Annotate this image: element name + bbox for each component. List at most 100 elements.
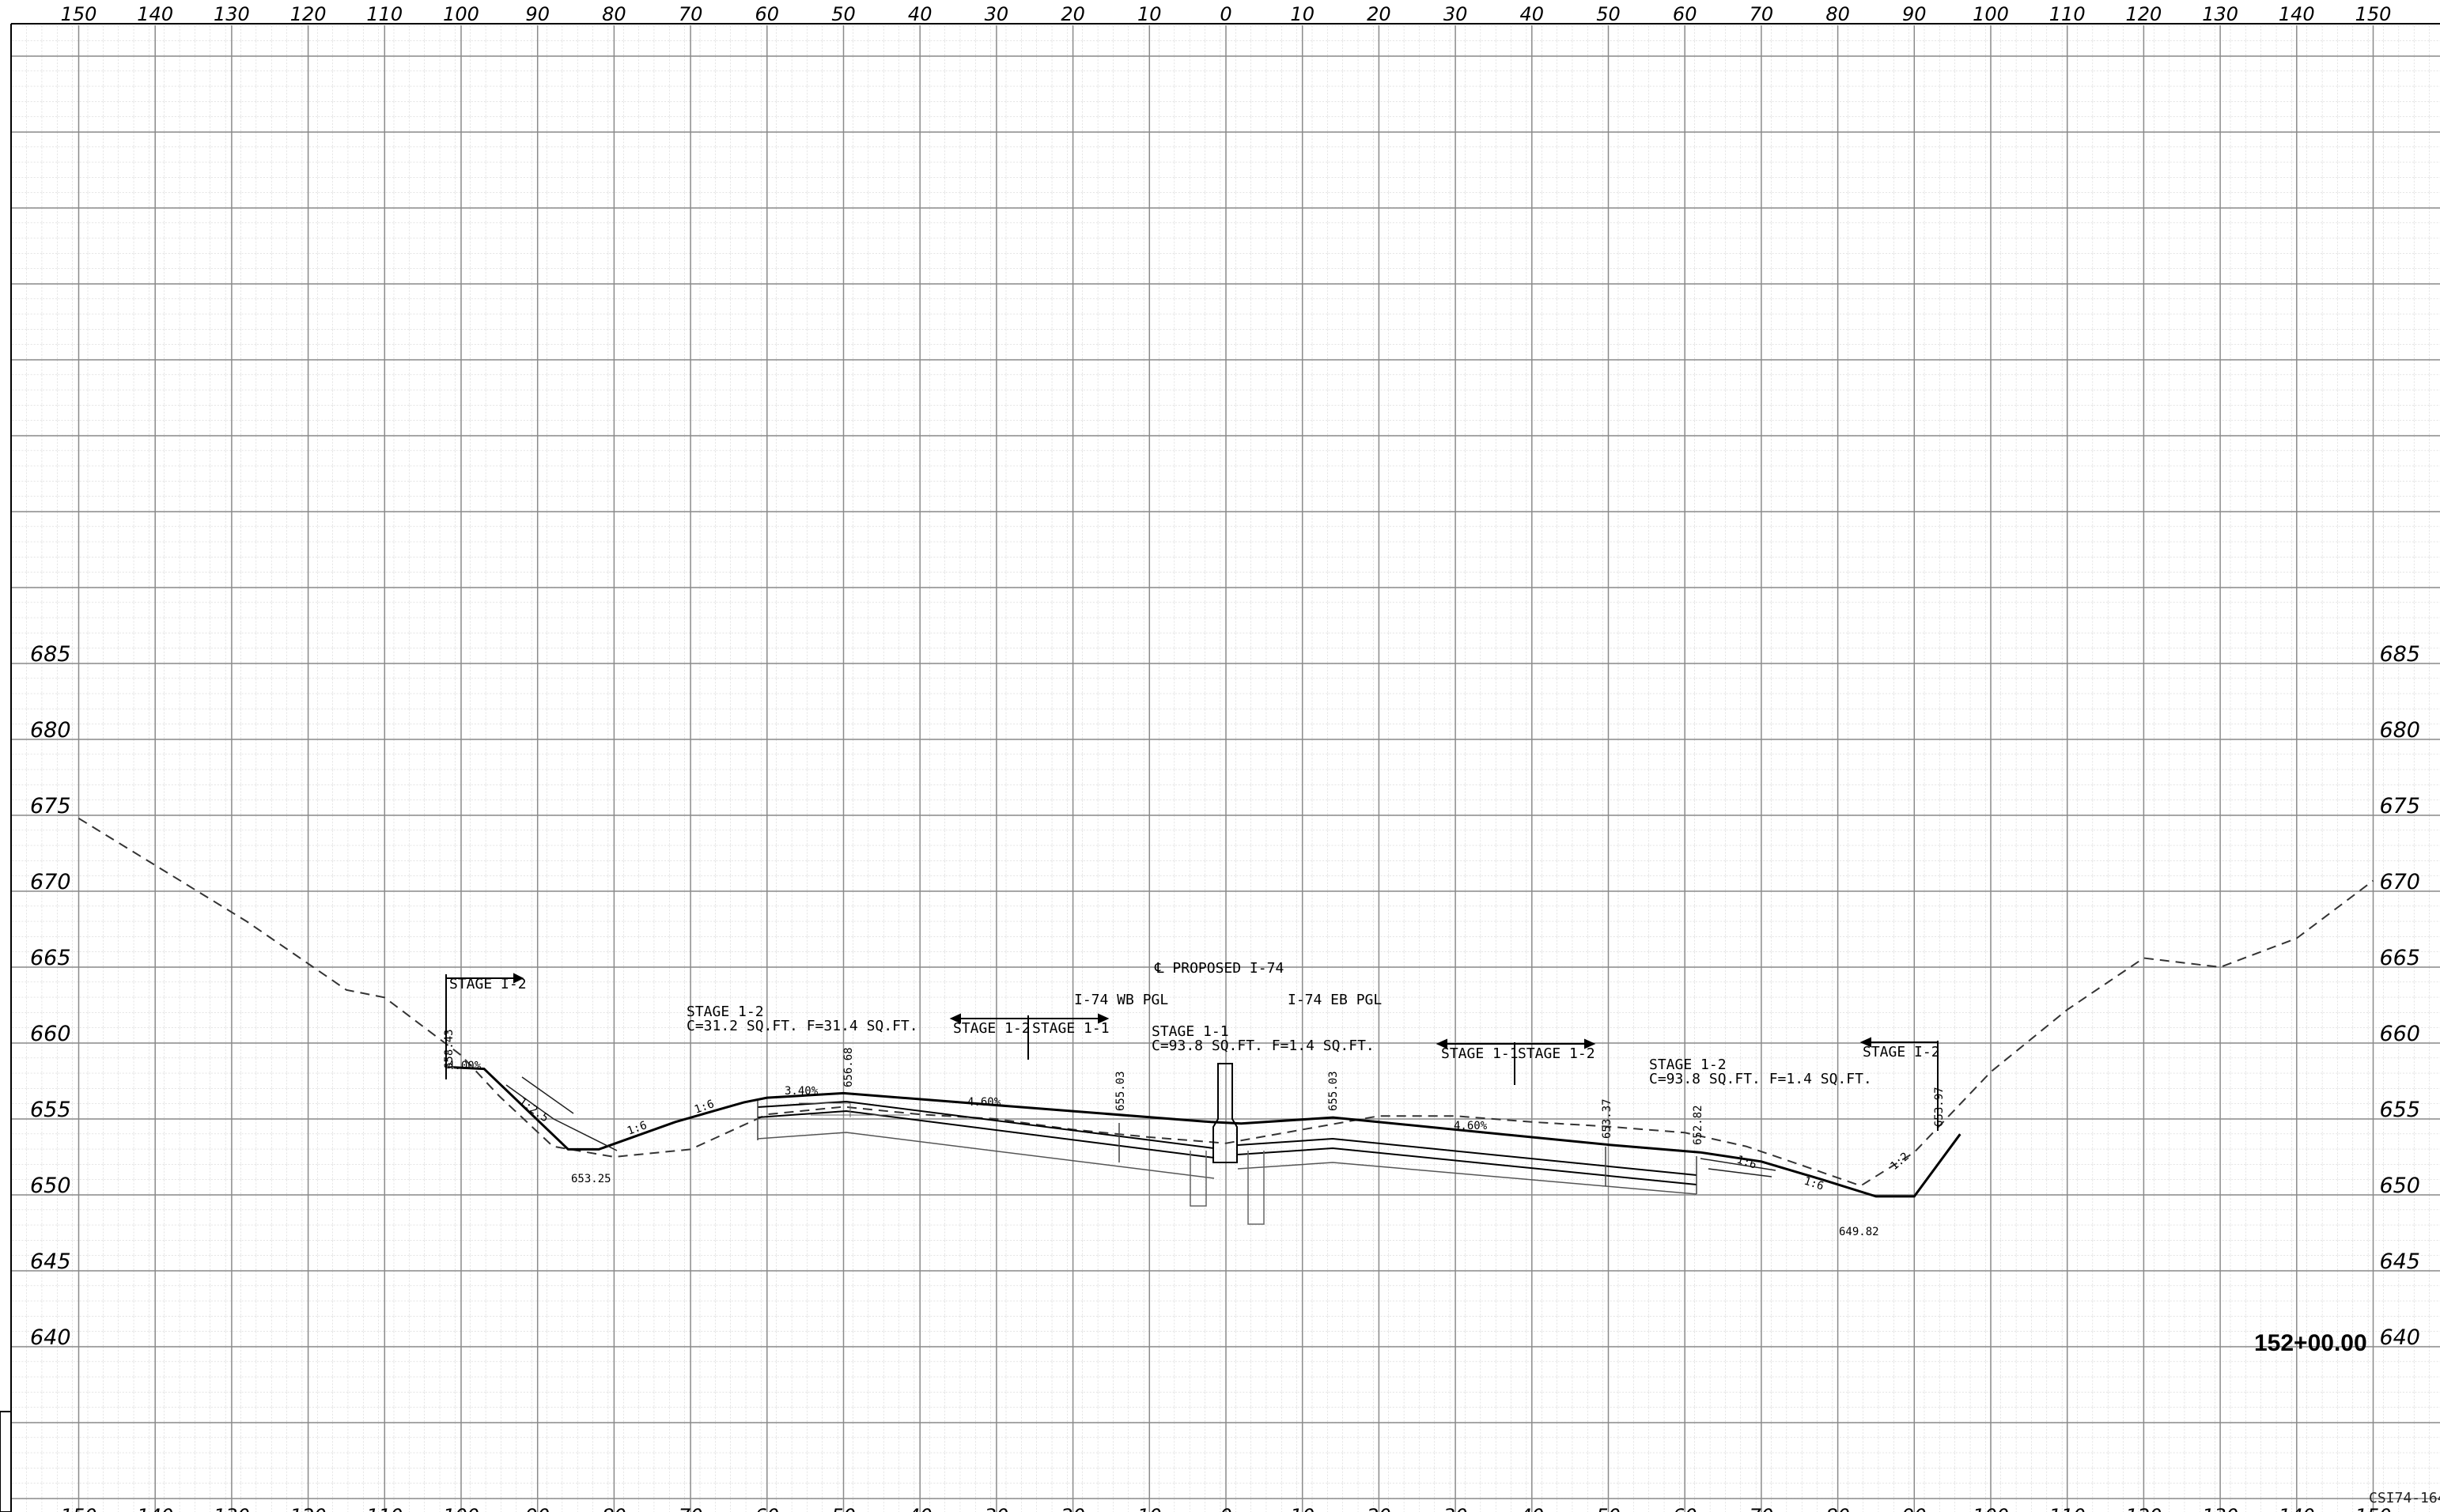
elevation-tick-label: 650 xyxy=(2379,1174,2420,1198)
elevation-label: 655.03 xyxy=(1327,1071,1340,1111)
offset-tick-label: 10 xyxy=(1290,1505,1315,1512)
offset-tick-label: 40 xyxy=(908,3,932,25)
offset-tick-label: 150 xyxy=(61,3,97,25)
slope-label: 4.60% xyxy=(1454,1120,1488,1132)
elevation-label: 658.43 xyxy=(443,1029,456,1069)
offset-tick-label: 30 xyxy=(1443,1505,1468,1512)
proposed-surface-line xyxy=(453,1066,1961,1198)
offset-tick-label: 30 xyxy=(985,1505,1009,1512)
offset-tick-label: 60 xyxy=(755,3,780,25)
offset-tick-label: 100 xyxy=(1973,1505,2009,1512)
stage-markers xyxy=(445,973,1939,1131)
elevation-tick-label: 670 xyxy=(2379,870,2420,894)
elevation-label: 652.82 xyxy=(1692,1105,1704,1145)
offset-tick-label: 100 xyxy=(443,3,479,25)
offset-tick-label: 0 xyxy=(1220,3,1231,25)
stage-label-right-outer: STAGE I-2 xyxy=(1863,1044,1940,1060)
offset-tick-label: 130 xyxy=(2202,3,2238,25)
slope-label: 4.60% xyxy=(967,1096,1001,1109)
elevation-tick-label: 665 xyxy=(30,946,71,970)
offset-tick-label: 110 xyxy=(2049,3,2086,25)
offset-tick-label: 60 xyxy=(1673,1505,1697,1512)
elevation-axis-right: 685 680 675 670 665 660 655 650 645 640 xyxy=(2379,642,2420,1350)
offset-tick-label: 90 xyxy=(525,1505,550,1512)
offset-tick-label: 10 xyxy=(1137,3,1162,25)
offset-tick-label: 20 xyxy=(1367,1505,1391,1512)
slope-label: 1:6 xyxy=(1735,1154,1758,1172)
offset-tick-label: 90 xyxy=(1902,3,1927,25)
median-barrier xyxy=(1190,1063,1265,1225)
elevation-tick-label: 680 xyxy=(30,718,71,743)
stage-label-center-right-b: STAGE 1-2 xyxy=(1518,1045,1595,1062)
elevation-label: 655.03 xyxy=(1114,1071,1127,1111)
elevation-tick-label: 665 xyxy=(2379,946,2420,970)
stage-label-center-right-a: STAGE 1-1 xyxy=(1441,1045,1519,1062)
offset-tick-label: 130 xyxy=(2202,1505,2238,1512)
elevation-axis-left: 685 680 675 670 665 660 655 650 645 640 xyxy=(30,642,71,1350)
offset-tick-label: 150 xyxy=(61,1505,97,1512)
offset-tick-label: 0 xyxy=(1220,1505,1231,1512)
offset-tick-label: 40 xyxy=(1520,1505,1545,1512)
offset-tick-label: 150 xyxy=(2355,3,2392,25)
offset-axis-top: 150 140 130 120 110 100 90 80 70 60 50 40 30 20 10 0 10 2… xyxy=(61,3,2392,25)
offset-tick-label: 90 xyxy=(525,3,550,25)
offset-tick-label: 70 xyxy=(1750,3,1774,25)
stage-label-center-left-b: STAGE 1-1 xyxy=(1032,1020,1110,1037)
offset-tick-label: 70 xyxy=(679,3,703,25)
offset-tick-label: 10 xyxy=(1137,1505,1162,1512)
elevation-tick-label: 640 xyxy=(30,1325,71,1350)
quantities-left: C=31.2 SQ.FT. F=31.4 SQ.FT. xyxy=(687,1018,918,1034)
offset-tick-label: 10 xyxy=(1290,3,1315,25)
offset-tick-label: 110 xyxy=(366,1505,403,1512)
sheet-id: CSI74-164 xyxy=(2369,1490,2440,1506)
elevation-label: 649.82 xyxy=(1839,1226,1879,1238)
centerline-label: ℄ PROPOSED I-74 xyxy=(1154,960,1284,977)
pavement-layers xyxy=(505,1076,1776,1195)
major-grid xyxy=(11,25,2440,1512)
offset-tick-label: 140 xyxy=(2279,1505,2315,1512)
offset-tick-label: 80 xyxy=(1825,3,1850,25)
station-label: 152+00.00 xyxy=(2254,1330,2367,1356)
offset-tick-label: 110 xyxy=(2049,1505,2086,1512)
offset-tick-label: 50 xyxy=(831,1505,856,1512)
elevation-tick-label: 640 xyxy=(2379,1325,2420,1350)
offset-tick-label: 140 xyxy=(137,1505,173,1512)
offset-tick-label: 150 xyxy=(2355,1505,2392,1512)
elevation-label: 656.68 xyxy=(842,1047,855,1087)
elevation-tick-label: 670 xyxy=(30,870,71,894)
offset-tick-label: 40 xyxy=(1520,3,1545,25)
elevation-tick-label: 660 xyxy=(2379,1022,2420,1046)
elevation-tick-label: 680 xyxy=(2379,718,2420,743)
slope-label: 3.40% xyxy=(785,1085,819,1098)
quantities-center: C=93.8 SQ.FT. F=1.4 SQ.FT. xyxy=(1152,1038,1375,1054)
offset-axis-bottom: 1501401301201101009080706050403020100102… xyxy=(61,1505,2392,1512)
elevation-tick-label: 685 xyxy=(2379,642,2420,667)
offset-tick-label: 130 xyxy=(214,1505,250,1512)
offset-tick-label: 20 xyxy=(1061,3,1085,25)
offset-tick-label: 40 xyxy=(908,1505,932,1512)
stage-label-center-left-a: STAGE 1-2 xyxy=(953,1020,1031,1037)
elevation-tick-label: 660 xyxy=(30,1022,71,1046)
offset-tick-label: 140 xyxy=(2279,3,2315,25)
quantities-left-title: STAGE 1-2 xyxy=(687,1004,764,1020)
offset-tick-label: 100 xyxy=(443,1505,479,1512)
offset-tick-label: 120 xyxy=(290,3,327,25)
quantities-right-title: STAGE 1-2 xyxy=(1649,1057,1727,1073)
border-notch xyxy=(0,1411,12,1512)
elevation-label: 653.97 xyxy=(1933,1087,1946,1127)
stage-label-left-outer: STAGE I-2 xyxy=(449,976,527,992)
existing-ground-line xyxy=(78,817,2374,1187)
offset-tick-label: 130 xyxy=(214,3,250,25)
elevation-tick-label: 685 xyxy=(30,642,71,667)
slope-label: 1:6 xyxy=(1803,1175,1825,1193)
elevation-tick-label: 655 xyxy=(2379,1098,2420,1122)
offset-tick-label: 80 xyxy=(602,1505,626,1512)
quantities-right: C=93.8 SQ.FT. F=1.4 SQ.FT. xyxy=(1649,1071,1872,1087)
quantities-center-title: STAGE 1-1 xyxy=(1152,1023,1229,1040)
slope-label: 4.00% xyxy=(448,1060,482,1072)
elevation-label: 653.37 xyxy=(1601,1098,1613,1139)
offset-tick-label: 120 xyxy=(2125,1505,2162,1512)
offset-tick-label: 120 xyxy=(290,1505,327,1512)
offset-tick-label: 20 xyxy=(1061,1505,1085,1512)
